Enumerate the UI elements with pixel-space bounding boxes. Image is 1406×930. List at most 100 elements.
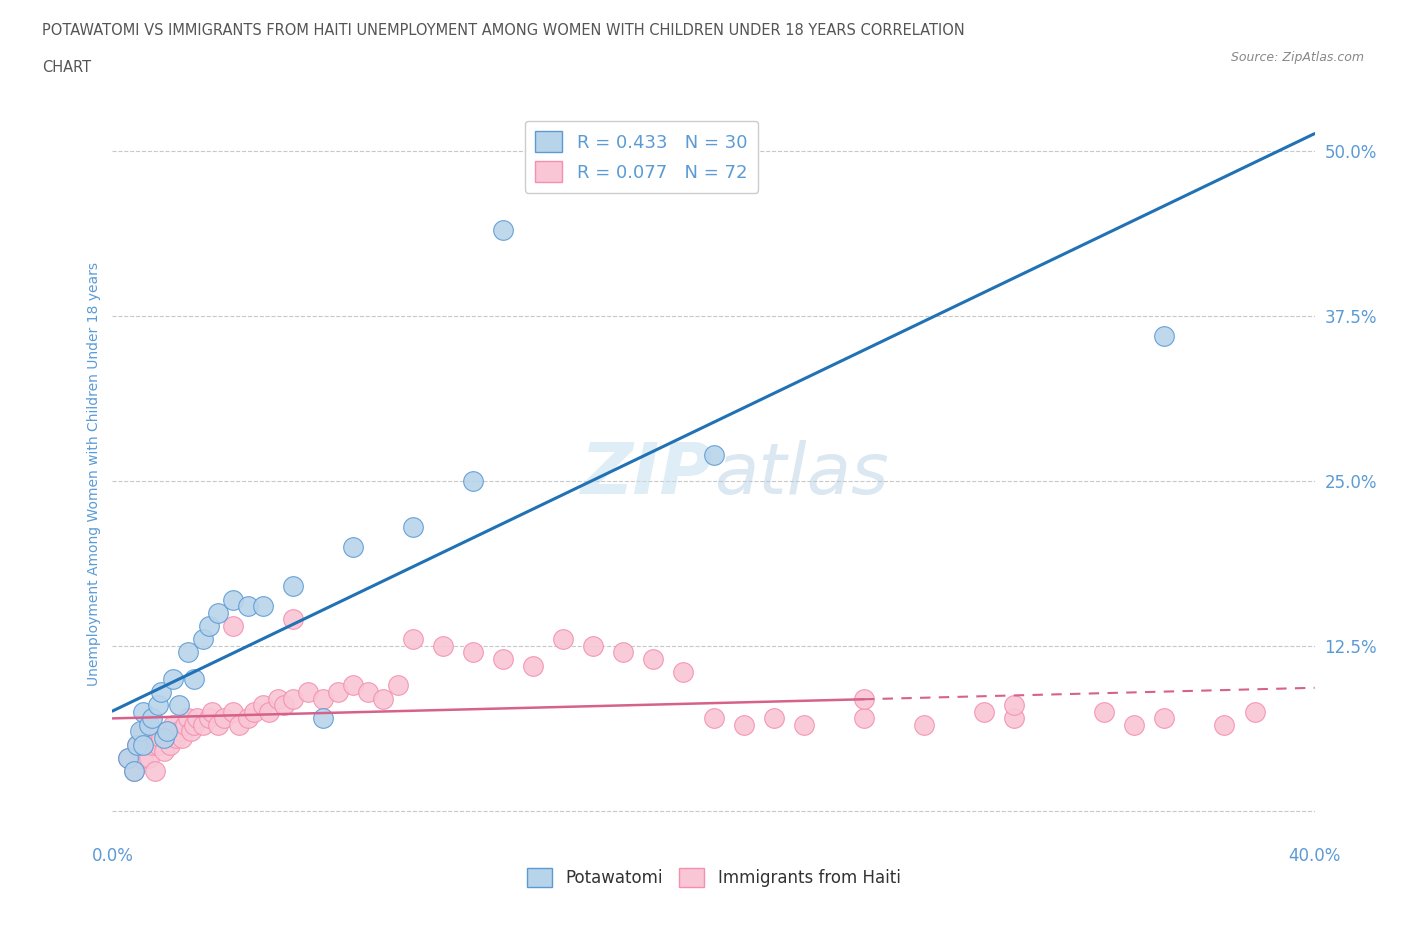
Point [155,724,177,739]
Point [672,665,695,680]
Point [1153,711,1175,725]
Point [267,691,290,706]
Point [236,711,259,725]
Point [326,684,349,699]
Point [186,711,208,725]
Point [522,658,544,673]
Point [257,704,280,719]
Point [173,717,195,732]
Point [252,698,274,712]
Point [228,717,250,732]
Text: POTAWATOMI VS IMMIGRANTS FROM HAITI UNEMPLOYMENT AMONG WOMEN WITH CHILDREN UNDER: POTAWATOMI VS IMMIGRANTS FROM HAITI UNEM… [42,23,965,38]
Point [222,592,245,607]
Point [402,520,425,535]
Point [176,711,198,725]
Text: Source: ZipAtlas.com: Source: ZipAtlas.com [1230,51,1364,64]
Point [702,447,725,462]
Point [149,731,172,746]
Point [1092,704,1115,719]
Point [146,737,169,752]
Point [297,684,319,699]
Point [146,698,169,712]
Point [125,737,148,752]
Point [180,724,202,739]
Point [131,724,153,739]
Point [152,731,174,746]
Point [122,764,145,778]
Point [762,711,785,725]
Point [912,717,935,732]
Point [733,717,755,732]
Point [1123,717,1146,732]
Point [222,704,245,719]
Point [342,539,364,554]
Point [141,711,163,725]
Text: ZIP: ZIP [581,440,713,509]
Point [312,691,335,706]
Point [149,684,172,699]
Point [122,764,145,778]
Point [152,744,174,759]
Point [402,631,425,646]
Point [197,711,219,725]
Point [167,724,190,739]
Point [492,652,515,667]
Point [432,638,454,653]
Point [170,731,193,746]
Point [553,631,575,646]
Point [281,579,304,594]
Point [312,711,335,725]
Point [252,599,274,614]
Point [222,618,245,633]
Point [207,605,229,620]
Point [155,724,177,739]
Point [1243,704,1265,719]
Point [162,671,184,686]
Point [1213,717,1236,732]
Point [492,223,515,238]
Point [236,599,259,614]
Point [357,684,380,699]
Point [131,704,153,719]
Point [167,698,190,712]
Point [612,644,634,659]
Point [128,724,150,739]
Point [176,644,198,659]
Point [183,717,205,732]
Point [1153,328,1175,343]
Point [183,671,205,686]
Point [273,698,295,712]
Point [973,704,995,719]
Point [281,691,304,706]
Point [135,737,157,752]
Point [387,678,409,693]
Point [117,751,139,765]
Point [138,751,160,765]
Point [143,764,166,778]
Point [852,691,875,706]
Point [582,638,605,653]
Y-axis label: Unemployment Among Women with Children Under 18 years: Unemployment Among Women with Children U… [87,262,101,686]
Point [643,652,665,667]
Point [207,717,229,732]
Point [852,711,875,725]
Point [162,717,184,732]
Legend: Potawatomi, Immigrants from Haiti: Potawatomi, Immigrants from Haiti [520,861,907,894]
Point [191,631,214,646]
Point [141,737,163,752]
Point [793,717,815,732]
Point [131,737,153,752]
Point [1002,711,1025,725]
Point [702,711,725,725]
Point [461,473,484,488]
Point [242,704,264,719]
Point [342,678,364,693]
Point [191,717,214,732]
Point [201,704,224,719]
Point [197,618,219,633]
Point [117,751,139,765]
Point [212,711,235,725]
Point [1002,698,1025,712]
Point [159,737,181,752]
Point [131,751,153,765]
